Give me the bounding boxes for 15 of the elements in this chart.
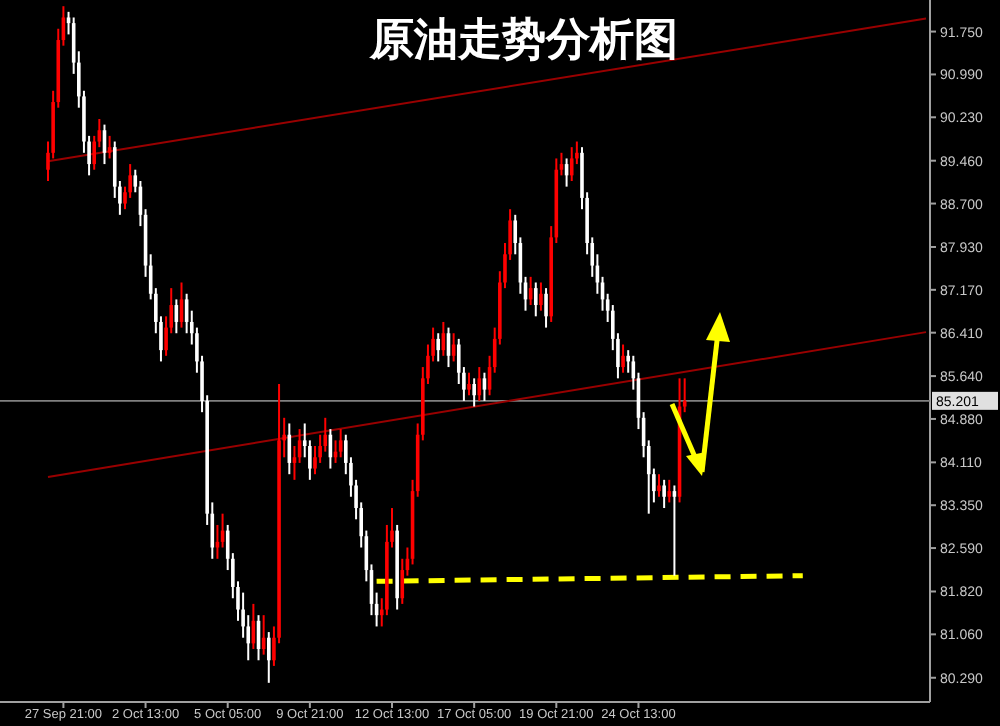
candlestick [107, 134, 112, 160]
candlestick [544, 287, 548, 329]
candlestick [621, 343, 625, 374]
candlestick [539, 281, 543, 312]
candlestick [672, 484, 677, 577]
candlestick [472, 377, 476, 408]
candlestick [533, 281, 538, 318]
candlestick [569, 146, 574, 182]
candlestick [436, 332, 441, 363]
chart-title: 原油走势分析图 [368, 14, 678, 66]
candlestick [657, 473, 661, 498]
candlestick [266, 631, 271, 684]
candlestick [662, 478, 666, 510]
candlestick [467, 371, 471, 397]
candlestick [667, 478, 672, 504]
